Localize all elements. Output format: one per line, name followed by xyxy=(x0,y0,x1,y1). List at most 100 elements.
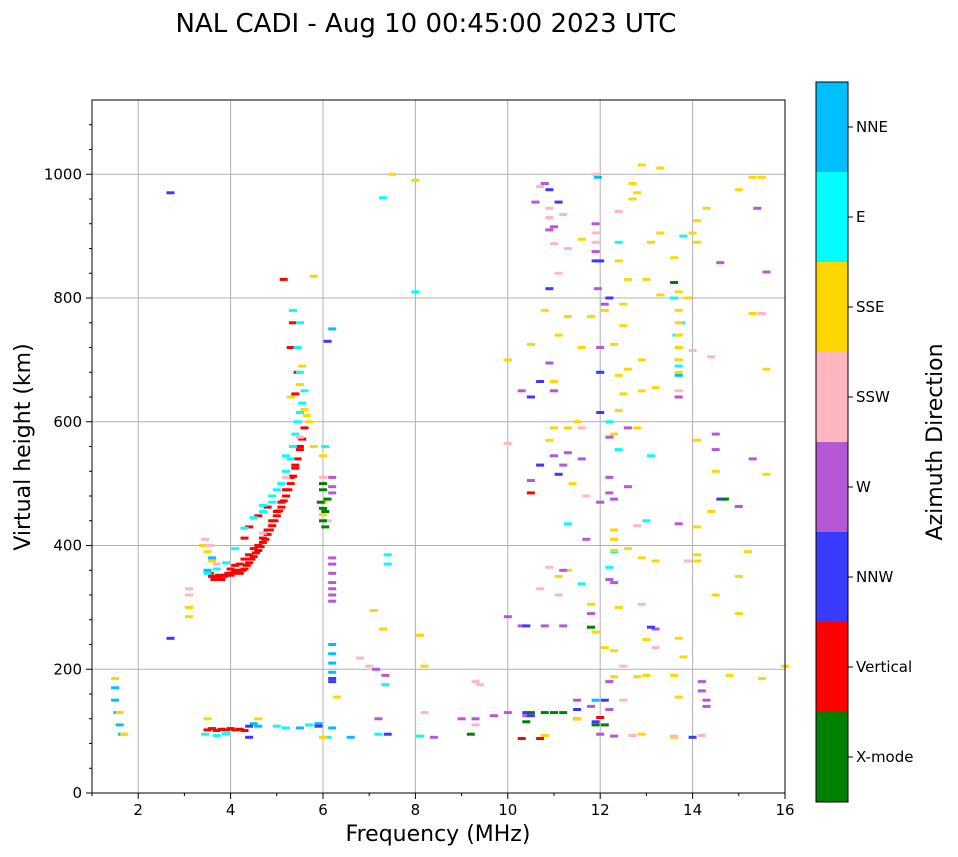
data-point xyxy=(295,321,304,325)
data-point xyxy=(591,720,600,724)
data-point xyxy=(610,342,619,346)
x-tick-label: 8 xyxy=(411,801,421,819)
colorbar-label-vertical: Vertical xyxy=(856,658,912,676)
data-point xyxy=(573,708,582,711)
data-point xyxy=(674,290,683,294)
data-point xyxy=(208,727,217,731)
data-point xyxy=(240,536,249,540)
data-point xyxy=(282,726,290,730)
data-point xyxy=(697,734,706,737)
series-ssw xyxy=(185,172,766,738)
data-point xyxy=(328,599,337,603)
data-point xyxy=(674,308,683,312)
colorbar-label-nnw: NNW xyxy=(856,568,893,586)
data-point xyxy=(208,574,217,578)
data-point xyxy=(596,346,605,349)
data-point xyxy=(328,556,337,560)
data-point xyxy=(526,714,535,718)
data-points xyxy=(111,163,789,740)
data-point xyxy=(734,612,743,616)
data-point xyxy=(289,321,297,325)
data-point xyxy=(614,259,623,263)
data-point xyxy=(328,562,337,566)
data-point xyxy=(328,680,337,684)
data-point xyxy=(328,587,337,591)
data-point xyxy=(748,175,757,179)
data-point xyxy=(245,553,254,557)
data-point xyxy=(605,296,614,300)
data-point xyxy=(628,734,637,737)
data-point xyxy=(642,519,651,523)
data-point xyxy=(212,734,221,737)
data-point xyxy=(411,178,420,182)
data-point xyxy=(693,219,702,223)
data-point xyxy=(593,287,602,291)
data-point xyxy=(674,373,683,377)
data-point xyxy=(328,652,337,656)
data-point xyxy=(222,573,230,577)
data-point xyxy=(536,380,545,383)
data-point xyxy=(466,732,475,736)
data-point xyxy=(411,290,420,294)
data-point xyxy=(298,401,307,405)
data-point xyxy=(670,256,679,260)
data-point xyxy=(563,568,572,572)
data-point xyxy=(591,698,600,702)
data-point xyxy=(222,728,230,732)
data-point xyxy=(321,525,330,529)
data-point xyxy=(286,346,295,349)
colorbar-segment xyxy=(816,532,848,622)
data-point xyxy=(319,513,327,517)
data-point xyxy=(226,573,235,577)
colorbar-frame xyxy=(815,81,849,803)
data-point xyxy=(670,673,679,677)
data-point xyxy=(210,578,219,581)
y-tick-label: 0 xyxy=(72,784,82,802)
data-point xyxy=(600,723,609,727)
data-point xyxy=(295,448,304,452)
data-point xyxy=(550,426,558,430)
data-point xyxy=(610,581,619,585)
data-point xyxy=(693,240,702,244)
data-point xyxy=(702,704,711,708)
axes: 2 4 6 8 10 12 14 16 0 200 400 600 800 1000 xyxy=(44,124,795,819)
data-point xyxy=(637,602,646,606)
data-point xyxy=(563,451,572,455)
data-point xyxy=(633,524,642,528)
data-point xyxy=(471,717,480,721)
data-point xyxy=(633,191,642,195)
data-point xyxy=(573,698,582,702)
data-point xyxy=(623,426,632,430)
data-point xyxy=(235,562,244,566)
data-point xyxy=(369,609,378,612)
data-point xyxy=(577,237,586,241)
data-point xyxy=(277,482,286,486)
data-point xyxy=(268,500,277,504)
data-point xyxy=(295,726,304,730)
data-point xyxy=(272,488,281,492)
colorbar-segment xyxy=(816,622,848,712)
data-point xyxy=(614,409,623,413)
plot-background xyxy=(92,100,785,793)
data-point xyxy=(268,494,277,498)
data-point xyxy=(185,587,193,591)
data-point xyxy=(217,578,226,581)
data-point xyxy=(328,593,337,597)
data-point xyxy=(198,544,207,547)
data-point xyxy=(744,550,752,554)
data-point xyxy=(252,551,260,555)
data-point xyxy=(610,734,619,738)
data-point xyxy=(540,182,549,185)
data-point xyxy=(258,540,267,544)
data-point xyxy=(295,411,304,414)
data-point xyxy=(605,565,614,569)
data-point xyxy=(707,510,716,513)
data-point xyxy=(319,506,327,510)
data-point xyxy=(279,277,288,281)
data-point xyxy=(258,503,267,507)
x-tick-label: 4 xyxy=(226,801,236,819)
x-tick-label: 14 xyxy=(683,801,702,819)
data-point xyxy=(734,188,743,192)
data-point xyxy=(208,559,217,563)
